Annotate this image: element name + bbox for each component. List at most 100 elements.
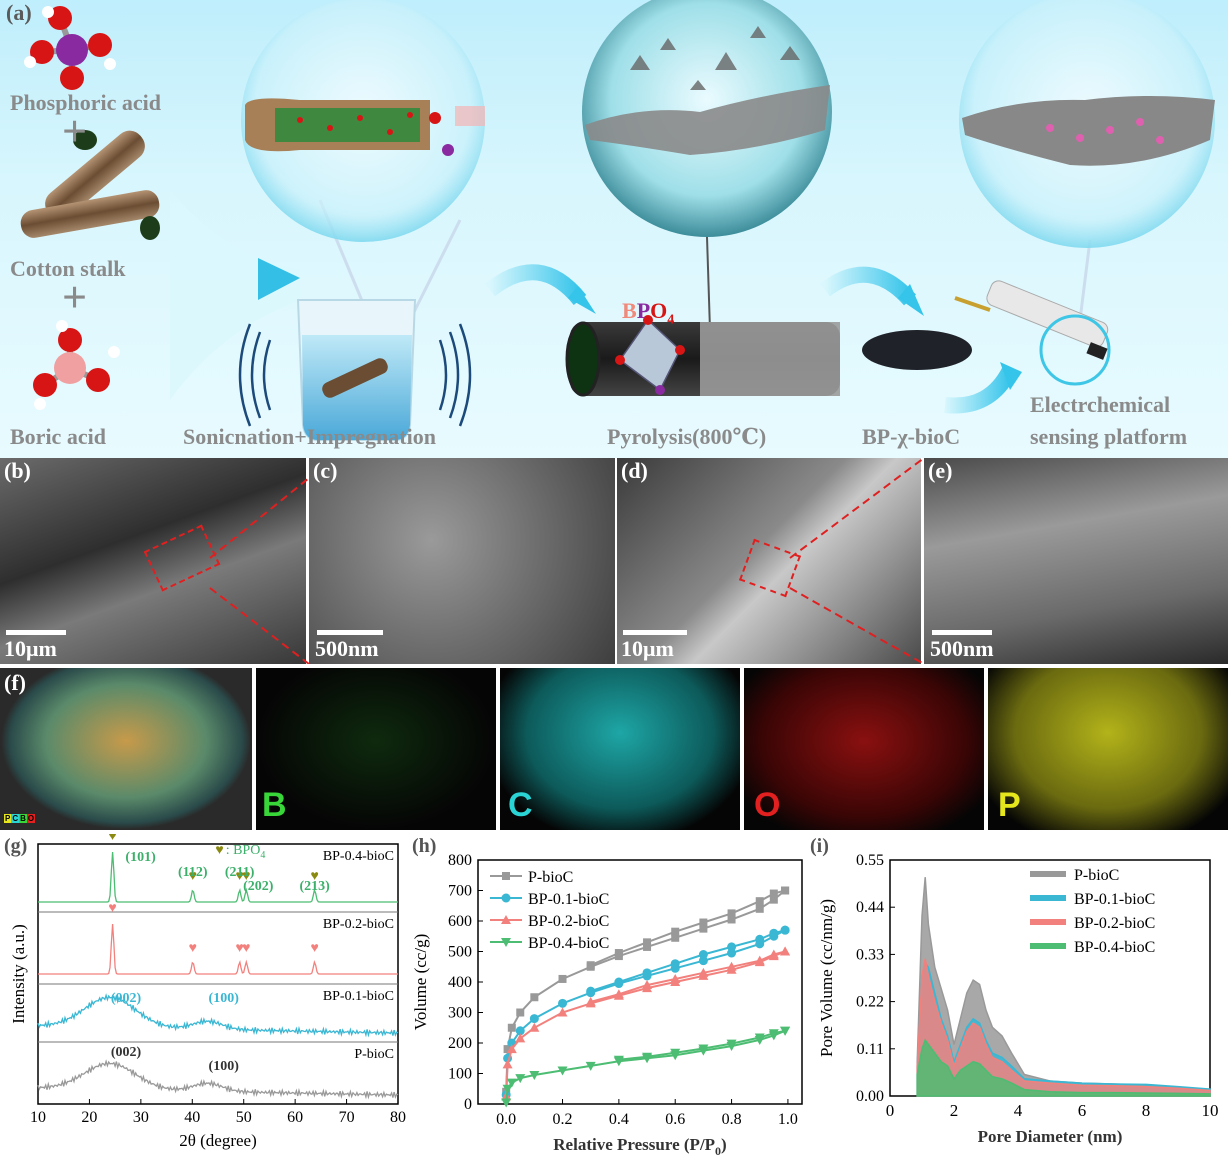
plus-icon: + <box>62 107 88 156</box>
legend-text: : BPO4 <box>226 843 266 861</box>
series-line <box>37 1059 399 1100</box>
x-tick-label: 70 <box>339 1109 355 1126</box>
legend-p: P <box>4 814 12 823</box>
data-point <box>529 1071 540 1081</box>
legend-label: BP-0.2-bioC <box>1074 915 1155 932</box>
data-point <box>671 933 680 942</box>
x-axis-label: Pore Diameter (nm) <box>978 1127 1123 1146</box>
y-tick-label: 0 <box>464 1096 472 1113</box>
reagent-label-cotton-stalk: Cotton stalk <box>10 256 126 281</box>
y-tick-label: 0.55 <box>856 852 884 869</box>
peak-marker: ♥ <box>235 941 243 956</box>
peak-label: (213) <box>300 879 331 894</box>
series-line <box>38 923 398 975</box>
data-point <box>726 961 737 971</box>
scale-label-d: 10μm <box>621 636 674 661</box>
sem-image-e: (e) 500nm <box>924 458 1228 664</box>
cotton-stalk-image <box>20 130 160 240</box>
peak-marker: ♥ <box>311 941 319 956</box>
x-tick-label: 80 <box>390 1109 406 1126</box>
x-tick-label: 2 <box>950 1101 959 1120</box>
data-point <box>755 934 765 944</box>
reagent-label-boric-acid: Boric acid <box>10 424 106 449</box>
x-tick-label: 8 <box>1142 1101 1151 1120</box>
series-label: P-bioC <box>354 1047 394 1062</box>
data-point <box>558 998 568 1008</box>
y-tick-label: 0.44 <box>856 899 884 916</box>
data-point <box>754 955 765 965</box>
series-label: BP-0.2-bioC <box>323 917 394 932</box>
x-tick-label: 6 <box>1078 1101 1087 1120</box>
peak-label: (100) <box>209 1059 240 1074</box>
data-point <box>670 973 681 983</box>
data-point <box>755 904 764 913</box>
peak-marker: ♥ <box>189 941 197 956</box>
y-tick-label: 100 <box>448 1066 472 1083</box>
y-tick-label: 500 <box>448 944 472 961</box>
legend-marker <box>501 893 511 903</box>
x-tick-label: 20 <box>81 1109 97 1126</box>
boric-acid-molecule <box>33 320 120 410</box>
scale-label-b: 10μm <box>4 636 57 661</box>
data-point <box>558 974 567 983</box>
map-legend: P C B O <box>4 814 36 823</box>
bpo4-sub: 4 <box>667 312 675 328</box>
data-point <box>698 950 708 960</box>
x-tick-label: 0 <box>886 1101 895 1120</box>
peak-marker: ♥ <box>108 901 116 916</box>
data-point <box>585 996 596 1006</box>
scale-label-e: 500nm <box>930 636 994 661</box>
scale-bar <box>6 630 66 635</box>
peak-marker: ♥ <box>242 941 250 956</box>
data-point <box>515 1026 525 1036</box>
x-tick-label: 1.0 <box>778 1111 798 1128</box>
data-point <box>557 1007 568 1017</box>
legend-label: P-bioC <box>1074 867 1119 884</box>
sensing-bubble <box>959 0 1215 321</box>
curved-arrow-icon <box>820 266 916 306</box>
x-axis-label: 2θ (degree) <box>179 1131 257 1150</box>
data-point <box>643 938 652 947</box>
x-tick-label: 0.6 <box>665 1111 685 1128</box>
beaker-image <box>238 299 472 441</box>
data-point <box>769 928 779 938</box>
x-tick-label: 0.0 <box>496 1111 516 1128</box>
y-tick-label: 600 <box>448 913 472 930</box>
flow-shape <box>170 190 300 400</box>
data-point <box>614 977 624 987</box>
platform-label-line2: sensing platform <box>1030 424 1188 449</box>
data-point <box>614 949 623 958</box>
data-point <box>642 968 652 978</box>
peak-marker: ♥ <box>311 869 319 884</box>
peak-label: (101) <box>125 850 156 865</box>
platform-label-line1: Electrchemical <box>1030 392 1171 417</box>
peak-label: (112) <box>178 865 208 880</box>
map-label-b: B <box>262 786 287 824</box>
x-tick-label: 60 <box>287 1109 303 1126</box>
data-point <box>613 989 624 999</box>
x-axis-label-sub: 0 <box>715 1144 721 1158</box>
legend-label: BP-0.1-bioC <box>528 891 609 908</box>
x-tick-label: 10 <box>30 1109 46 1126</box>
series-line <box>37 993 399 1038</box>
data-point <box>530 993 539 1002</box>
x-tick-label: 0.8 <box>722 1111 742 1128</box>
data-point <box>585 1061 596 1071</box>
map-p-image: P <box>988 668 1228 830</box>
x-axis-label-end: ) <box>721 1135 727 1154</box>
panel-label-a: (a) <box>6 0 32 25</box>
electrode-image <box>954 280 1111 386</box>
legend-marker <box>501 938 511 947</box>
legend-marker: ♥ <box>215 843 223 858</box>
y-axis-label: Volume (cc/g) <box>411 934 430 1030</box>
step-label-pyrolysis: Pyrolysis(800℃) <box>607 424 767 449</box>
x-tick-label: 0.4 <box>609 1111 629 1128</box>
legend-marker <box>502 872 510 880</box>
data-point <box>780 946 791 956</box>
legend-o: O <box>26 814 36 823</box>
carbon-tube-image <box>565 315 840 397</box>
y-axis-label: Pore Volume (cc/nm/g) <box>817 899 836 1057</box>
step-label-product: BP-χ-bioC <box>862 424 961 449</box>
powder-image <box>862 330 972 370</box>
data-point <box>699 918 708 927</box>
